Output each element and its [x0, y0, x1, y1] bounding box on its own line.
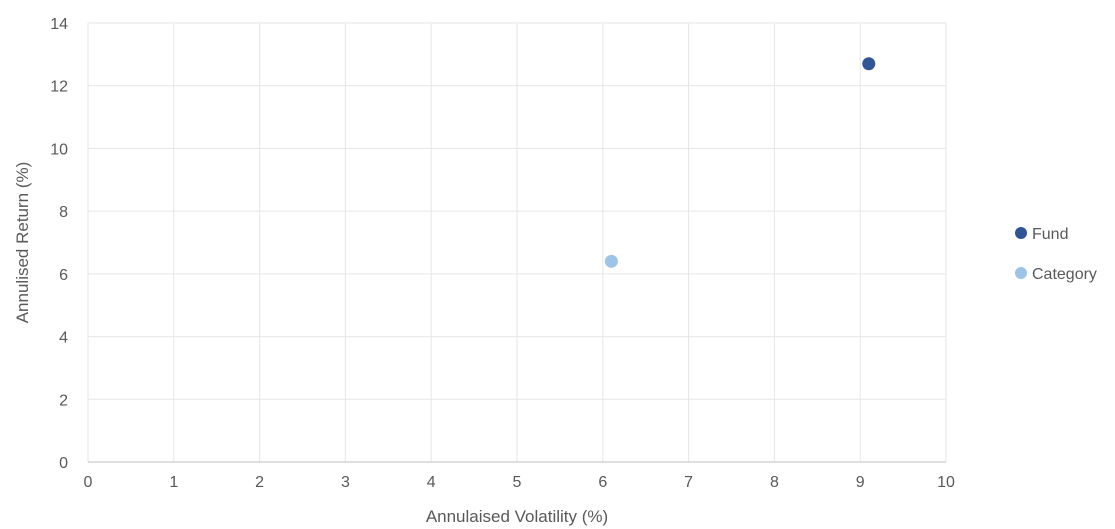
data-point-category: [604, 254, 618, 268]
legend-marker-fund: [1015, 227, 1027, 239]
x-tick-label: 4: [427, 474, 436, 491]
x-tick-label: 0: [84, 474, 93, 491]
x-tick-label: 2: [255, 474, 264, 491]
y-tick-label: 10: [50, 141, 68, 158]
y-tick-label: 14: [50, 16, 68, 33]
grid: [88, 22, 947, 462]
y-tick-label: 2: [59, 392, 68, 409]
x-axis-title: Annulaised Volatility (%): [426, 507, 608, 526]
x-tick-label: 10: [937, 474, 955, 491]
data-points: [604, 57, 876, 268]
y-tick-label: 6: [59, 267, 68, 284]
x-tick-label: 6: [598, 474, 607, 491]
axes: [87, 23, 946, 463]
y-tick-label: 4: [59, 330, 68, 347]
legend: Fund Category: [1015, 226, 1097, 283]
y-tick-labels: 0 2 4 6 8 10 12 14: [50, 16, 68, 472]
y-tick-label: 8: [59, 204, 68, 221]
data-point-fund: [862, 57, 876, 71]
legend-label-category: Category: [1032, 266, 1097, 283]
x-tick-labels: 0 1 2 3 4 5 6 7 8 9 10: [84, 474, 955, 491]
x-tick-label: 7: [684, 474, 693, 491]
x-tick-label: 5: [513, 474, 522, 491]
x-tick-label: 9: [856, 474, 865, 491]
y-tick-label: 0: [59, 455, 68, 472]
legend-label-fund: Fund: [1032, 226, 1068, 243]
y-axis-title: Annulised Return (%): [13, 162, 32, 324]
x-tick-label: 1: [169, 474, 178, 491]
x-tick-label: 3: [341, 474, 350, 491]
legend-marker-category: [1015, 267, 1027, 279]
y-tick-label: 12: [50, 79, 68, 96]
x-tick-label: 8: [770, 474, 779, 491]
